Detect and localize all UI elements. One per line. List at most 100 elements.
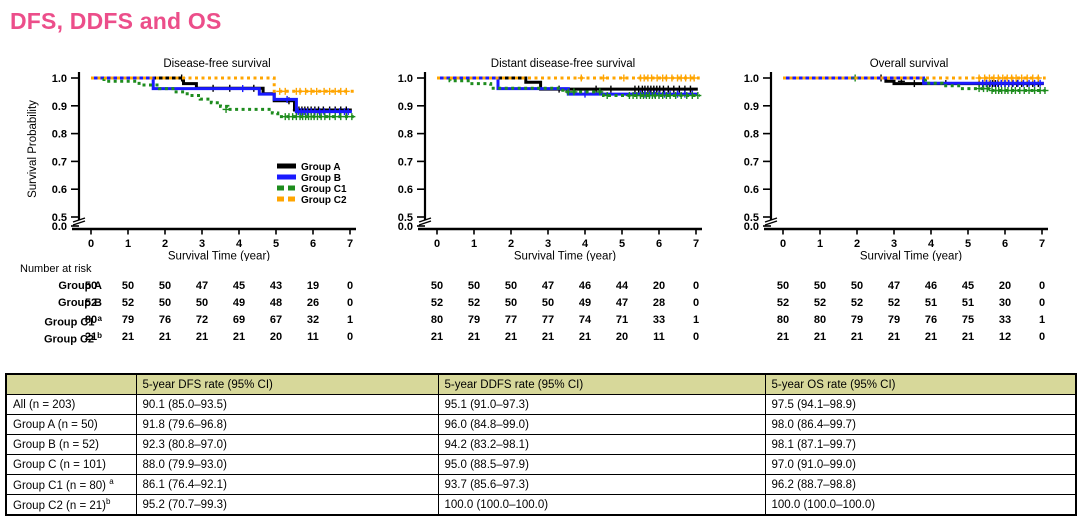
risk-count: 50: [541, 297, 555, 309]
summary-row-label: Group C2 (n = 21)b: [5, 494, 137, 516]
risk-count: 20: [652, 280, 666, 292]
summary-row: Group C1 (n = 80) a 86.1 (76.4–92.1) 93.7 …: [5, 474, 1077, 495]
series-group-c1: [91, 76, 354, 119]
risk-count: 1: [692, 314, 700, 326]
risk-count: 50: [467, 280, 481, 292]
risk-count: 21: [961, 331, 975, 343]
risk-count: 76: [158, 314, 172, 326]
y-tick-label: 0.9: [744, 101, 759, 113]
summary-row-label: All (n = 203): [5, 394, 137, 415]
risk-count: 50: [504, 280, 518, 292]
risk-count: 50: [195, 297, 209, 309]
legend-label: Group A: [301, 162, 341, 173]
risk-count: 77: [504, 314, 518, 326]
risk-count: 49: [232, 297, 246, 309]
x-tick-label: 7: [347, 238, 353, 250]
number-at-risk-section: Number at risk Group A 50 50 50 47 45 43 19 0 50 50…: [0, 261, 1080, 351]
risk-count: 1: [346, 314, 354, 326]
risk-count: 11: [653, 331, 665, 343]
risk-count: 72: [195, 314, 209, 326]
page-title: DFS, DDFS and OS: [10, 8, 222, 34]
y-tick-label: 0.5: [398, 212, 413, 224]
summary-value-cell: 97.0 (91.0–99.0): [764, 454, 1077, 475]
risk-count: 80: [776, 314, 790, 326]
summary-value-cell: 90.1 (85.0–93.5): [135, 394, 439, 415]
risk-count: 80: [430, 314, 444, 326]
x-tick-label: 5: [273, 238, 279, 250]
chart-title: Distant disease-free survival: [491, 58, 635, 70]
risk-count: 52: [887, 297, 901, 309]
legend-swatch: [277, 185, 284, 191]
km-chart-ddfs: Distant disease-free survival 1.0 0.9 0.8 0.…: [398, 58, 702, 261]
risk-count: 0: [1038, 297, 1046, 309]
risk-count: 52: [467, 297, 481, 309]
y-tick-label: 0.8: [744, 129, 759, 141]
chart-title: Disease-free survival: [163, 58, 270, 70]
risk-count: 76: [924, 314, 938, 326]
x-tick-label: 2: [162, 238, 168, 250]
legend-label: Group C2: [301, 195, 347, 206]
x-tick-label: 3: [891, 238, 897, 250]
risk-count: 74: [578, 314, 592, 326]
x-tick-label: 1: [817, 238, 823, 250]
y-tick-label: 0.7: [398, 156, 413, 168]
legend-label: Group C1: [301, 184, 347, 195]
risk-count: 0: [1038, 280, 1046, 292]
legend-swatch: [277, 196, 284, 202]
risk-count: 11: [307, 331, 319, 343]
risk-count: 21: [467, 331, 481, 343]
summary-table-wrap: 5-year DFS rate (95% CI) 5-year DDFS rate…: [5, 373, 1077, 516]
risk-count: 52: [850, 297, 864, 309]
risk-count: 50: [504, 297, 518, 309]
km-chart-os: Overall survival 1.0 0.9 0.8 0.7 0.6 0.50.0 0 1 2…: [744, 58, 1049, 261]
risk-count: 79: [850, 314, 864, 326]
risk-count: 21: [430, 331, 444, 343]
x-tick-label: 6: [310, 238, 316, 250]
summary-value-cell: 100.0 (100.0–100.0): [437, 494, 766, 516]
x-tick-label: 6: [656, 238, 662, 250]
risk-count: 20: [615, 331, 629, 343]
risk-count: 21: [504, 331, 518, 343]
risk-count: 33: [998, 314, 1012, 326]
risk-row-label: Group C2 b: [43, 331, 102, 346]
risk-count: 26: [306, 297, 320, 309]
risk-count: 30: [998, 297, 1012, 309]
risk-count: 20: [269, 331, 283, 343]
summary-value-cell: 94.2 (83.2–98.1): [437, 434, 766, 455]
risk-count: 50: [158, 297, 172, 309]
chart-title: Overall survival: [870, 58, 949, 70]
risk-count: 69: [232, 314, 246, 326]
risk-count: 52: [121, 297, 135, 309]
y-tick-label-zero: 0.0: [398, 221, 413, 233]
risk-count: 52: [84, 297, 98, 309]
summary-value-cell: 91.8 (79.6–96.8): [135, 414, 439, 435]
risk-count: 0: [346, 331, 354, 343]
risk-count: 50: [813, 280, 827, 292]
x-tick-label: 0: [434, 238, 440, 250]
summary-value-cell: 96.0 (84.8–99.0): [437, 414, 766, 435]
legend-swatch: [288, 185, 295, 191]
risk-count: 71: [615, 314, 629, 326]
summary-value-cell: 93.7 (85.6–97.3): [437, 474, 766, 495]
risk-count: 44: [615, 280, 629, 292]
y-tick-label: 1.0: [398, 73, 413, 85]
risk-count: 0: [692, 280, 700, 292]
risk-count: 21: [887, 331, 901, 343]
x-tick-label: 2: [508, 238, 514, 250]
risk-count: 0: [692, 297, 700, 309]
risk-count: 52: [813, 297, 827, 309]
summary-row-label: Group A (n = 50): [5, 414, 137, 435]
risk-count: 21: [158, 331, 172, 343]
summary-value-cell: 98.0 (86.4–99.7): [764, 414, 1077, 435]
summary-value-cell: 100.0 (100.0–100.0): [764, 494, 1077, 516]
risk-count: 12: [998, 331, 1012, 343]
risk-count: 51: [961, 297, 975, 309]
summary-row: Group C2 (n = 21)b 95.2 (70.7–99.3) 100.0 …: [5, 494, 1077, 516]
y-tick-label: 0.6: [398, 184, 413, 196]
series-group-a: [91, 76, 352, 112]
summary-row-label: Group B (n = 52): [5, 434, 137, 455]
risk-count: 21: [924, 331, 938, 343]
summary-value-cell: 95.0 (88.5–97.9): [437, 454, 766, 475]
km-chart-dfs: Disease-free survival1.00.90.80.70.60.50…: [27, 58, 356, 261]
risk-count: 50: [121, 280, 135, 292]
